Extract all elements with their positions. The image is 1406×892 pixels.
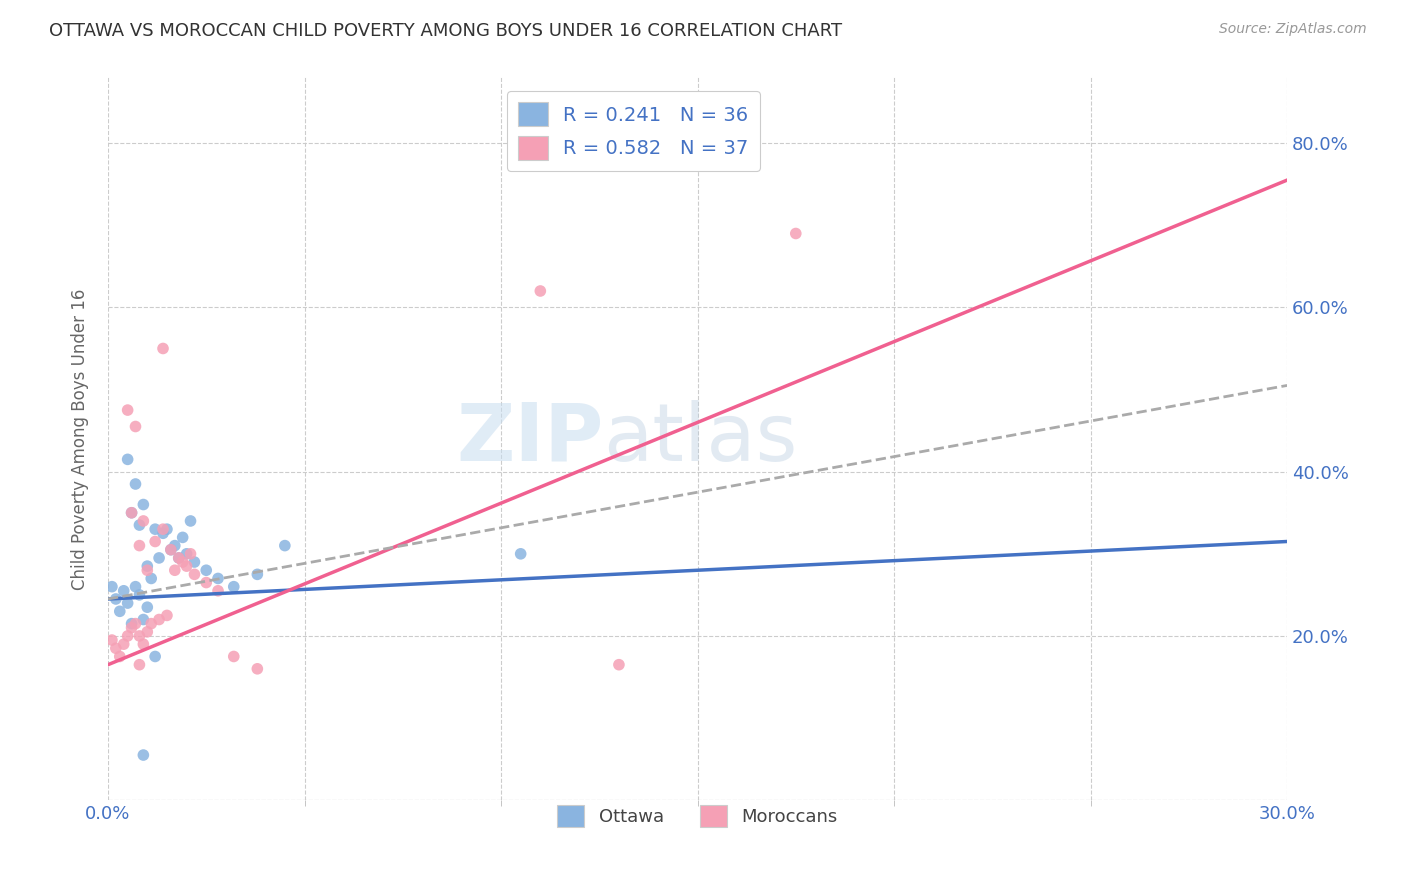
Point <box>222 580 245 594</box>
Point <box>160 542 183 557</box>
Point <box>143 534 166 549</box>
Point <box>160 542 183 557</box>
Point <box>607 657 630 672</box>
Point <box>112 637 135 651</box>
Point <box>163 539 186 553</box>
Point <box>136 600 159 615</box>
Text: ZIP: ZIP <box>456 400 603 478</box>
Point <box>136 559 159 574</box>
Text: atlas: atlas <box>603 400 797 478</box>
Point <box>117 452 139 467</box>
Point <box>128 539 150 553</box>
Point <box>121 616 143 631</box>
Point <box>112 583 135 598</box>
Point <box>117 629 139 643</box>
Point <box>124 616 146 631</box>
Point <box>117 596 139 610</box>
Point <box>143 522 166 536</box>
Point <box>108 604 131 618</box>
Point <box>180 514 202 528</box>
Point <box>132 514 155 528</box>
Point <box>176 547 198 561</box>
Point <box>128 588 150 602</box>
Point <box>121 506 143 520</box>
Point <box>195 575 218 590</box>
Point <box>128 657 150 672</box>
Point <box>152 342 174 356</box>
Point <box>104 592 127 607</box>
Point <box>222 649 245 664</box>
Point <box>132 637 155 651</box>
Point <box>183 555 205 569</box>
Point <box>152 522 174 536</box>
Point <box>104 641 127 656</box>
Point <box>176 559 198 574</box>
Y-axis label: Child Poverty Among Boys Under 16: Child Poverty Among Boys Under 16 <box>72 288 89 590</box>
Legend: Ottawa, Moroccans: Ottawa, Moroccans <box>550 798 845 835</box>
Point <box>167 550 190 565</box>
Point <box>509 547 531 561</box>
Point <box>152 526 174 541</box>
Point <box>246 567 269 582</box>
Point <box>121 506 143 520</box>
Point <box>136 563 159 577</box>
Point <box>124 580 146 594</box>
Point <box>156 522 179 536</box>
Point <box>132 613 155 627</box>
Point <box>124 477 146 491</box>
Point <box>121 621 143 635</box>
Point <box>148 613 170 627</box>
Point <box>124 419 146 434</box>
Point <box>101 633 124 648</box>
Point <box>529 284 551 298</box>
Point <box>172 555 194 569</box>
Text: OTTAWA VS MOROCCAN CHILD POVERTY AMONG BOYS UNDER 16 CORRELATION CHART: OTTAWA VS MOROCCAN CHILD POVERTY AMONG B… <box>49 22 842 40</box>
Point <box>108 649 131 664</box>
Point <box>132 747 155 762</box>
Point <box>141 616 163 631</box>
Point <box>132 498 155 512</box>
Point <box>101 580 124 594</box>
Point <box>195 563 218 577</box>
Point <box>207 583 229 598</box>
Point <box>274 539 297 553</box>
Point <box>148 550 170 565</box>
Point <box>128 518 150 533</box>
Point <box>128 629 150 643</box>
Text: Source: ZipAtlas.com: Source: ZipAtlas.com <box>1219 22 1367 37</box>
Point <box>785 227 807 241</box>
Point <box>163 563 186 577</box>
Point <box>183 567 205 582</box>
Point <box>167 550 190 565</box>
Point <box>180 547 202 561</box>
Point <box>172 530 194 544</box>
Point <box>156 608 179 623</box>
Point <box>207 571 229 585</box>
Point <box>141 571 163 585</box>
Point <box>143 649 166 664</box>
Point <box>246 662 269 676</box>
Point <box>117 403 139 417</box>
Point <box>136 624 159 639</box>
